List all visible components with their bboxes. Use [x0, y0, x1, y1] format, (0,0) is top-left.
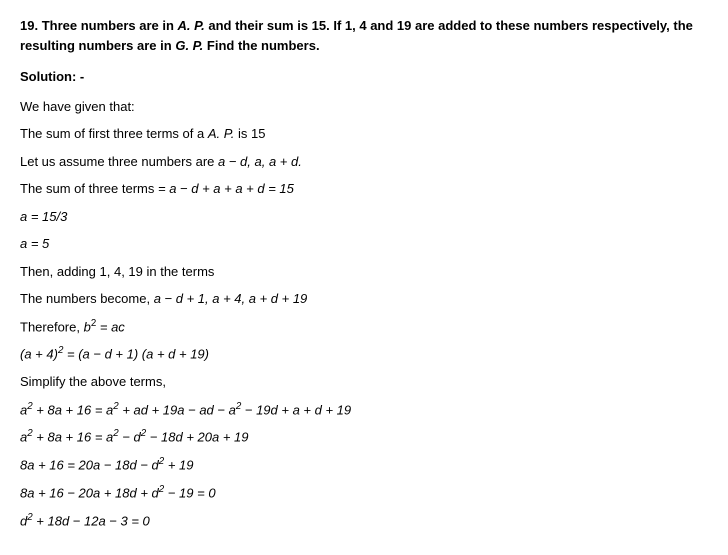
l12-p2: + ad + 19a − ad − a [119, 402, 236, 417]
line-6: a = 5 [20, 234, 708, 254]
line-9: Therefore, b2 = ac [20, 317, 708, 337]
l15-p2: − 19 = 0 [164, 485, 215, 500]
l4-math: = a − d + a + a + d = 15 [158, 181, 294, 196]
line-16: d2 + 18d − 12a − 3 = 0 [20, 511, 708, 531]
l8-math: a − d + 1, a + 4, a + d + 19 [154, 291, 308, 306]
line-13: a2 + 8a + 16 = a2 − d2 − 18d + 20a + 19 [20, 427, 708, 447]
q-ap: A. P. [178, 18, 205, 33]
line-2: The sum of first three terms of a A. P. … [20, 124, 708, 144]
line-7: Then, adding 1, 4, 19 in the terms [20, 262, 708, 282]
l15-p1: 8a + 16 − 20a + 18d + d [20, 485, 159, 500]
line-10: (a + 4)2 = (a − d + 1) (a + d + 19) [20, 344, 708, 364]
l14-p1: 8a + 16 = 20a − 18d − d [20, 458, 159, 473]
l16-p1: + 18d − 12a − 3 = 0 [33, 513, 150, 528]
q-part1: Three numbers are in [42, 18, 178, 33]
l3-math: a − d, a, a + d. [218, 154, 302, 169]
line-4: The sum of three terms = a − d + a + a +… [20, 179, 708, 199]
line-15: 8a + 16 − 20a + 18d + d2 − 19 = 0 [20, 483, 708, 503]
l8-pre: The numbers become, [20, 291, 154, 306]
line-3: Let us assume three numbers are a − d, a… [20, 152, 708, 172]
l9-post: = ac [96, 319, 125, 334]
l10-post: = (a − d + 1) (a + d + 19) [63, 347, 209, 362]
line-1: We have given that: [20, 97, 708, 117]
l13-p3: − 18d + 20a + 19 [146, 430, 248, 445]
line-12: a2 + 8a + 16 = a2 + ad + 19a − ad − a2 −… [20, 400, 708, 420]
l2-pre: The sum of first three terms of a [20, 126, 208, 141]
l4-pre: The sum of three terms [20, 181, 158, 196]
line-11: Simplify the above terms, [20, 372, 708, 392]
l16-d: d [20, 513, 27, 528]
line-14: 8a + 16 = 20a − 18d − d2 + 19 [20, 455, 708, 475]
l2-post: is 15 [234, 126, 265, 141]
l13-p2: − d [119, 430, 141, 445]
l12-p1: + 8a + 16 = a [33, 402, 114, 417]
l9-pre: Therefore, [20, 319, 84, 334]
question-text: 19. Three numbers are in A. P. and their… [20, 16, 708, 55]
l14-p2: + 19 [164, 458, 193, 473]
q-gp: G. P. [175, 38, 203, 53]
question-number: 19. [20, 18, 38, 33]
l9-b: b [84, 319, 91, 334]
l13-p1: + 8a + 16 = a [33, 430, 114, 445]
line-8: The numbers become, a − d + 1, a + 4, a … [20, 289, 708, 309]
q-part3: Find the numbers. [203, 38, 319, 53]
l12-p3: − 19d + a + d + 19 [241, 402, 351, 417]
line-5: a = 15/3 [20, 207, 708, 227]
l3-pre: Let us assume three numbers are [20, 154, 218, 169]
l2-ap: A. P. [208, 126, 235, 141]
l10-open: (a + 4) [20, 347, 58, 362]
solution-label: Solution: - [20, 67, 708, 87]
